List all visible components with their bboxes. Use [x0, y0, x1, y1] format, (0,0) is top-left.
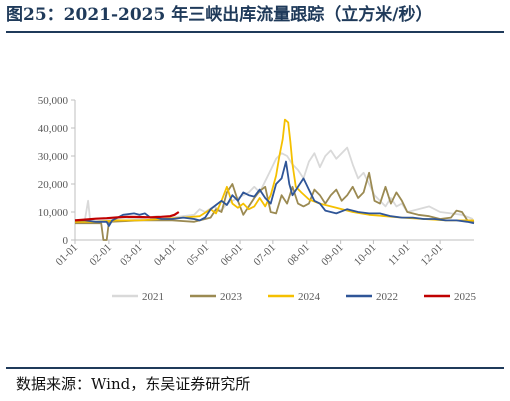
x-tick-label: 06-01 — [219, 242, 246, 269]
y-tick-label: 20,000 — [38, 179, 69, 191]
x-tick-label: 09-01 — [319, 242, 346, 269]
source-rule — [6, 367, 504, 369]
x-tick-label: 08-01 — [285, 242, 312, 269]
x-tick-label: 12-01 — [419, 242, 446, 269]
legend-label-2023: 2023 — [220, 291, 243, 303]
flow-chart: 0 10,000 20,000 30,000 40,000 50,000 01-01 02-… — [38, 95, 477, 303]
series-line-2024 — [75, 118, 474, 223]
chart-title: 图25：2021-2025 年三峡出库流量跟踪（立方米/秒） — [6, 5, 433, 25]
legend-label-2025: 2025 — [454, 291, 477, 303]
x-tick-label: 10-01 — [352, 242, 379, 269]
x-tick-label: 01-01 — [53, 242, 80, 269]
y-tick-label: 30,000 — [38, 151, 69, 163]
title-rule — [6, 31, 504, 33]
series-line-2025 — [74, 211, 180, 222]
y-tick-label: 0 — [63, 235, 69, 247]
series-line-2022 — [75, 160, 475, 227]
legend-label-2022: 2022 — [376, 291, 398, 303]
x-tick-label: 07-01 — [251, 242, 278, 269]
x-tick-label: 11-01 — [386, 242, 412, 268]
legend-label-2024: 2024 — [298, 291, 321, 303]
x-tick-label: 05-01 — [185, 242, 212, 269]
x-axis: 01-01 02-01 03-01 04-01 05-01 06-01 07-01 08-01… — [53, 239, 474, 269]
x-tick-label: 04-01 — [152, 242, 179, 269]
y-tick-label: 50,000 — [38, 95, 69, 107]
series-layer — [74, 118, 475, 241]
legend: 2021 2023 2024 2022 2025 — [112, 291, 477, 303]
x-tick-label: 02-01 — [87, 242, 114, 269]
y-axis: 0 10,000 20,000 30,000 40,000 50,000 — [38, 95, 76, 247]
x-tick-label: 03-01 — [118, 242, 145, 269]
legend-label-2021: 2021 — [142, 291, 164, 303]
y-tick-label: 10,000 — [38, 207, 69, 219]
y-tick-label: 40,000 — [38, 123, 69, 135]
source-note: 数据来源：Wind，东吴证券研究所 — [16, 375, 251, 393]
